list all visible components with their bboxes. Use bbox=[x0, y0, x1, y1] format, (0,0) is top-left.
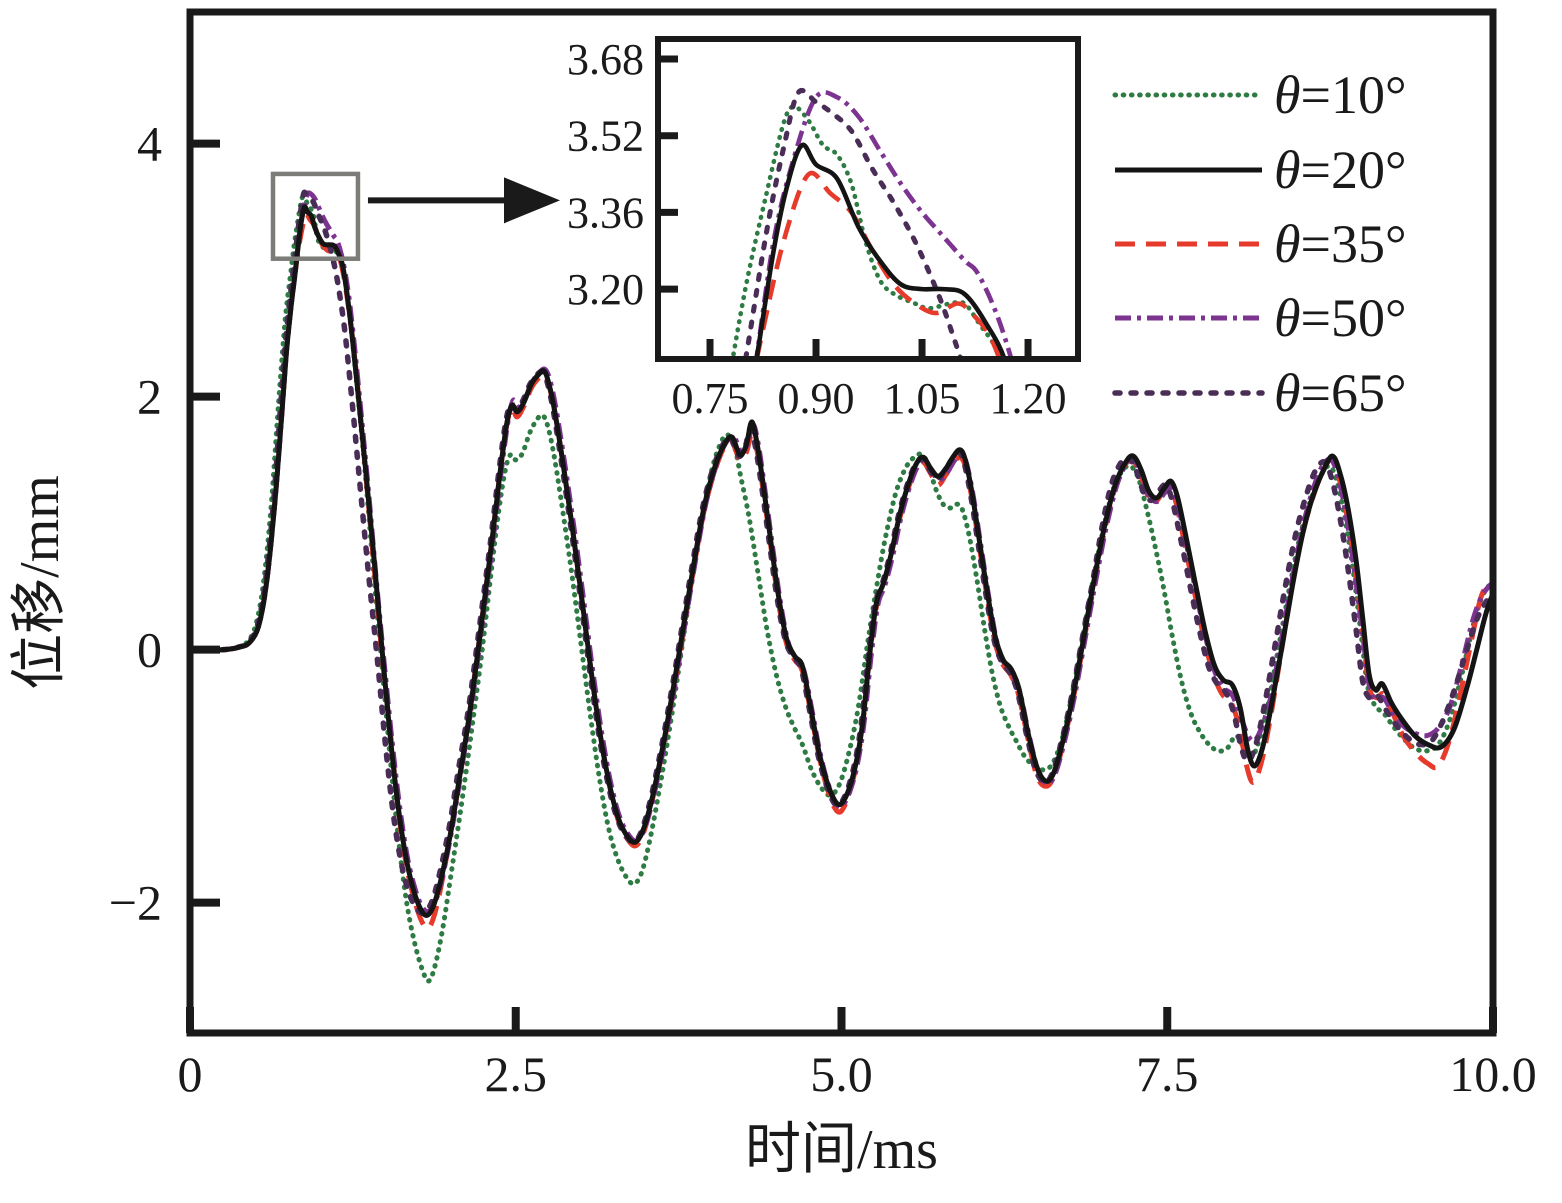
inset-x-tick-label: 1.05 bbox=[884, 374, 961, 423]
legend-label-theta50: θ=50° bbox=[1274, 288, 1407, 348]
x-axis-title: 时间/ms bbox=[745, 1119, 938, 1181]
x-tick-label: 5.0 bbox=[810, 1046, 873, 1102]
main-ticks: 0 2.5 5.0 7.5 10.0 −2 0 2 4 bbox=[109, 116, 1537, 1102]
x-tick-label: 7.5 bbox=[1136, 1046, 1199, 1102]
inset-axes-frame bbox=[655, 36, 1081, 362]
inset-y-tick-label: 3.68 bbox=[567, 35, 644, 84]
y-axis-title: 位移/mm bbox=[9, 475, 71, 690]
inset-y-tick-label: 3.36 bbox=[567, 188, 644, 237]
inset-y-tick-label: 3.20 bbox=[567, 265, 644, 314]
series-theta20 bbox=[190, 204, 1493, 918]
legend-label-theta35: θ=35° bbox=[1274, 214, 1407, 274]
inset-ticks: 0.75 0.90 1.05 1.20 3.20 3.36 3.52 3.68 bbox=[567, 35, 1067, 423]
x-tick-label: 10.0 bbox=[1449, 1046, 1537, 1102]
y-tick-label: 4 bbox=[137, 116, 162, 172]
y-tick-label: 0 bbox=[137, 622, 162, 678]
legend-label-theta10: θ=10° bbox=[1274, 65, 1407, 125]
main-plot-area bbox=[190, 189, 1493, 984]
zoom-arrow-head-icon bbox=[504, 177, 560, 224]
inset-x-tick-label: 1.20 bbox=[990, 374, 1067, 423]
x-tick-label: 0 bbox=[178, 1046, 203, 1102]
legend: θ=10° θ=20° θ=35° θ=50° θ=65° bbox=[1112, 65, 1407, 423]
inset-x-tick-label: 0.75 bbox=[672, 374, 749, 423]
inset-x-tick-label: 0.90 bbox=[778, 374, 855, 423]
legend-label-theta65: θ=65° bbox=[1274, 363, 1407, 423]
zoom-region-box bbox=[270, 171, 361, 261]
inset-y-tick-label: 3.52 bbox=[567, 112, 644, 161]
y-tick-label: −2 bbox=[109, 875, 162, 931]
y-tick-label: 2 bbox=[137, 369, 162, 425]
x-tick-label: 2.5 bbox=[485, 1046, 548, 1102]
legend-label-theta20: θ=20° bbox=[1274, 140, 1407, 200]
